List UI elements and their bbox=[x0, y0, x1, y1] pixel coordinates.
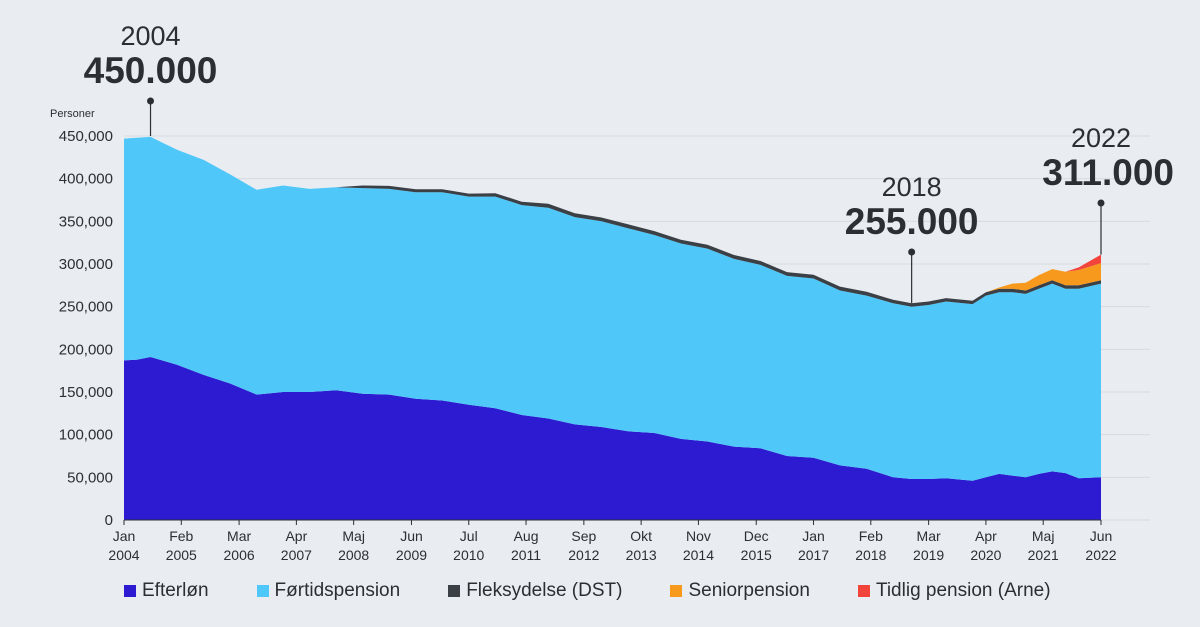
x-tick-label: 2010 bbox=[453, 547, 484, 563]
legend-swatch bbox=[857, 585, 870, 597]
x-tick-label: 2007 bbox=[281, 547, 312, 563]
x-tick-label: 2014 bbox=[683, 547, 714, 563]
y-tick-label: 250,000 bbox=[59, 299, 113, 316]
y-tick-label: 100,000 bbox=[59, 427, 113, 444]
x-tick-label: Nov bbox=[686, 528, 711, 544]
x-tick-label: Aug bbox=[514, 528, 539, 544]
area-seniorpension bbox=[124, 136, 1101, 304]
legend-label: Tidlig pension (Arne) bbox=[875, 580, 1051, 601]
legend-item: Fleksydelse (DST) bbox=[448, 580, 622, 602]
x-tick-label: Okt bbox=[630, 528, 652, 544]
x-tick-label: 2015 bbox=[741, 547, 772, 563]
x-tick-label: 2004 bbox=[108, 547, 139, 563]
x-tick-label: 2008 bbox=[338, 547, 369, 563]
x-tick-label: 2009 bbox=[396, 547, 427, 563]
x-tick-label: 2013 bbox=[626, 547, 657, 563]
legend-item: Førtidspension bbox=[256, 580, 401, 602]
legend-label: Efterløn bbox=[142, 580, 209, 601]
legend-swatch bbox=[124, 585, 136, 597]
area-efterløn bbox=[124, 357, 1101, 520]
x-tick-label: Mar bbox=[917, 528, 941, 544]
legend: Efterløn Førtidspension Fleksydelse (DST) S… bbox=[124, 578, 1099, 604]
annotation-value: 311.000 bbox=[1042, 152, 1174, 193]
x-tick-label: Maj bbox=[342, 528, 365, 544]
legend-item: Seniorpension bbox=[670, 580, 810, 602]
x-tick-label: 2005 bbox=[166, 547, 197, 563]
legend-label: Seniorpension bbox=[688, 580, 810, 601]
y-axis: Personer 0 50,000 100,000 150,000 200,000 250… bbox=[50, 108, 113, 529]
legend-swatch bbox=[448, 585, 461, 597]
annotation-value: 450.000 bbox=[84, 50, 218, 91]
y-tick-label: 400,000 bbox=[59, 171, 113, 188]
x-tick-label: 2021 bbox=[1028, 547, 1059, 563]
x-tick-label: Jun bbox=[1090, 528, 1113, 544]
x-axis: Jan 2004 Feb 2005 Mar 2006 Apr 2007 Maj 2008 Jun 20… bbox=[108, 519, 1117, 563]
x-tick-label: Jan bbox=[802, 528, 825, 544]
x-tick-label: Jul bbox=[460, 528, 478, 544]
y-tick-label: 0 bbox=[105, 512, 113, 529]
annotation-dot bbox=[908, 248, 916, 256]
x-tick-label: Jan bbox=[113, 528, 136, 544]
x-tick-label: Jun bbox=[400, 528, 423, 544]
legend-item: Tidlig pension (Arne) bbox=[857, 580, 1051, 602]
annotation-year: 2004 bbox=[120, 21, 180, 51]
y-tick-label: 300,000 bbox=[59, 256, 113, 273]
y-tick-label: 350,000 bbox=[59, 213, 113, 230]
legend-item: Efterløn bbox=[124, 580, 209, 602]
x-tick-label: 2011 bbox=[511, 547, 541, 563]
x-tick-label: Sep bbox=[571, 528, 596, 544]
x-tick-label: 2017 bbox=[798, 547, 829, 563]
x-tick-label: Apr bbox=[975, 528, 997, 544]
annotation-dot bbox=[147, 97, 155, 105]
x-tick-label: 2019 bbox=[913, 547, 944, 563]
annotation-value: 255.000 bbox=[845, 201, 979, 242]
annotation-year: 2022 bbox=[1071, 123, 1131, 153]
annotation-dot bbox=[1097, 199, 1105, 207]
x-tick-label: 2018 bbox=[855, 547, 886, 563]
y-tick-label: 150,000 bbox=[59, 384, 113, 401]
y-tick-label: 50,000 bbox=[67, 469, 113, 486]
legend-swatch bbox=[256, 585, 269, 597]
x-tick-label: 2012 bbox=[568, 547, 599, 563]
x-tick-label: Feb bbox=[169, 528, 193, 544]
x-tick-label: Mar bbox=[227, 528, 251, 544]
x-tick-label: 2006 bbox=[224, 547, 255, 563]
area-series-group bbox=[124, 136, 1101, 520]
x-tick-label: Feb bbox=[859, 528, 883, 544]
x-tick-label: 2022 bbox=[1085, 547, 1116, 563]
legend-label: Fleksydelse (DST) bbox=[466, 580, 623, 601]
y-tick-label: 450,000 bbox=[59, 128, 113, 145]
area-fleksydelse-dst bbox=[124, 136, 1101, 307]
area-førtidspension bbox=[124, 136, 1101, 481]
x-tick-label: Maj bbox=[1032, 528, 1055, 544]
annotation-year: 2018 bbox=[882, 172, 942, 202]
y-axis-title: Personer bbox=[50, 108, 95, 120]
x-tick-label: Apr bbox=[285, 528, 307, 544]
legend-label: Førtidspension bbox=[274, 580, 401, 601]
legend-swatch bbox=[670, 585, 683, 597]
x-tick-label: 2020 bbox=[970, 547, 1001, 563]
y-tick-label: 200,000 bbox=[59, 341, 113, 358]
x-tick-label: Dec bbox=[744, 528, 769, 544]
